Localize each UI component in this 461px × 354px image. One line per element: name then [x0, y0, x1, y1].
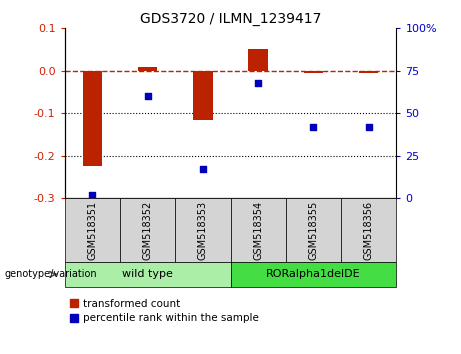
Point: [144, 93, 151, 99]
Text: genotype/variation: genotype/variation: [5, 269, 97, 279]
Text: GSM518356: GSM518356: [364, 200, 374, 260]
Point: [254, 80, 262, 86]
Bar: [138, 67, 157, 71]
Point: [199, 166, 207, 172]
Bar: [193, 71, 213, 120]
Text: GSM518353: GSM518353: [198, 200, 208, 260]
Bar: [230, 198, 286, 262]
Bar: [83, 71, 102, 166]
Bar: [65, 198, 120, 262]
Bar: [175, 198, 230, 262]
Text: GSM518352: GSM518352: [142, 200, 153, 260]
Text: GSM518354: GSM518354: [253, 200, 263, 260]
Bar: [65, 262, 230, 287]
Bar: [248, 49, 268, 71]
Bar: [341, 198, 396, 262]
Bar: [359, 71, 378, 73]
Text: wild type: wild type: [122, 269, 173, 279]
Title: GDS3720 / ILMN_1239417: GDS3720 / ILMN_1239417: [140, 12, 321, 26]
Legend: transformed count, percentile rank within the sample: transformed count, percentile rank withi…: [70, 299, 259, 323]
Text: GSM518355: GSM518355: [308, 200, 319, 260]
Point: [310, 124, 317, 130]
Point: [89, 192, 96, 198]
Text: GSM518351: GSM518351: [87, 200, 97, 260]
Bar: [120, 198, 175, 262]
Point: [365, 124, 372, 130]
Bar: [230, 262, 396, 287]
Bar: [286, 198, 341, 262]
Text: RORalpha1delDE: RORalpha1delDE: [266, 269, 361, 279]
Bar: [304, 71, 323, 73]
